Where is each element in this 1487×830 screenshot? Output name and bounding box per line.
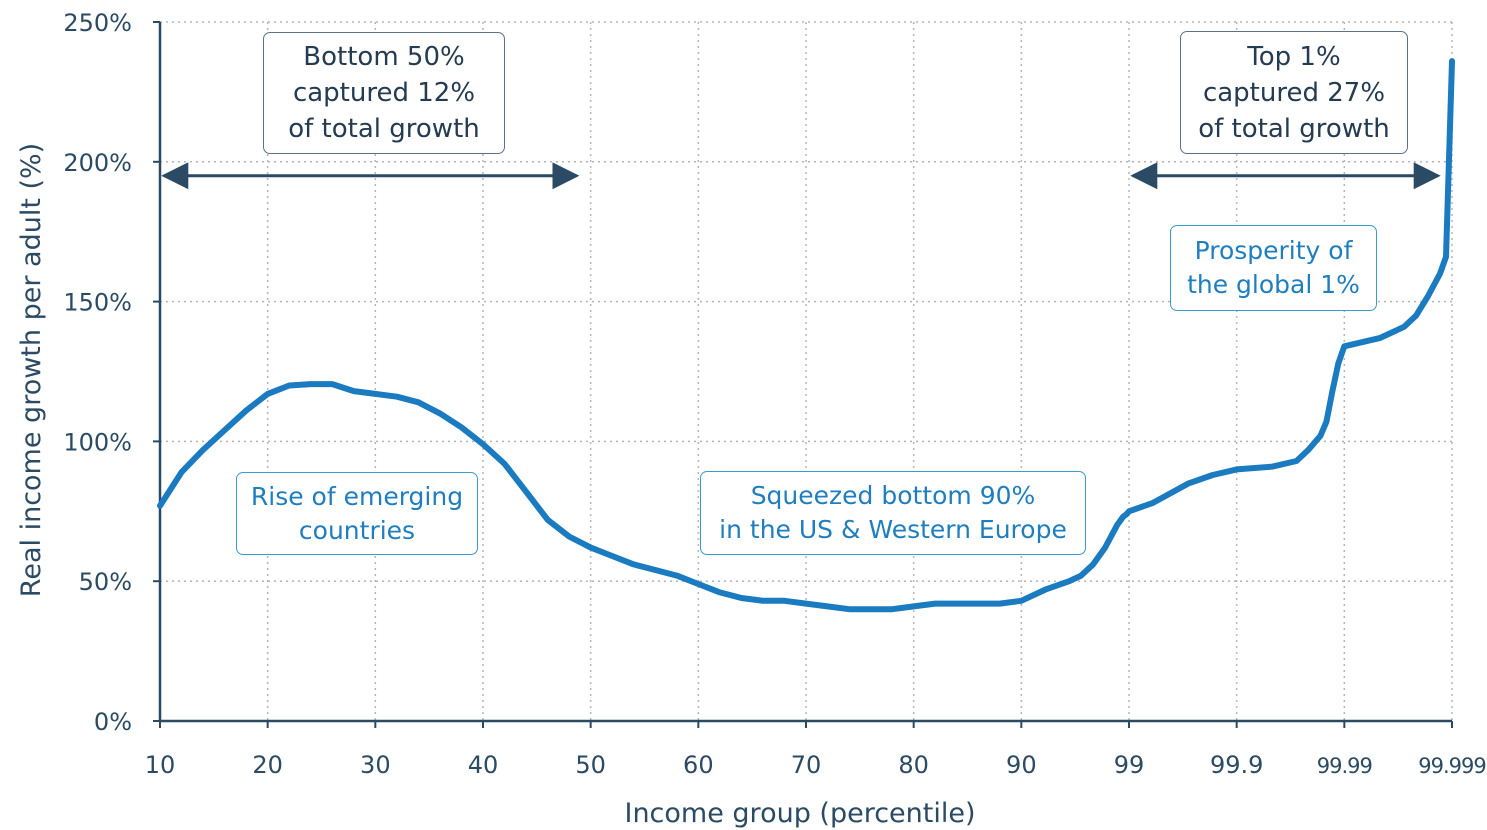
x-tick-label: 50 [575, 751, 606, 779]
x-tick-label: 99.9 [1210, 751, 1263, 779]
annotation-prosperity: Prosperity of the global 1% [1170, 225, 1377, 311]
x-tick-label: 70 [791, 751, 822, 779]
tick-labels: 0% 50% 100% 150% 200% 250% 10 20 30 40 50 60 70 80 90 9… [63, 9, 1486, 779]
x-tick-label: 10 [145, 751, 176, 779]
y-tick-label: 250% [63, 9, 132, 37]
y-tick-label: 150% [63, 289, 132, 317]
annotation-bottom-50: Bottom 50% captured 12% of total growth [263, 32, 505, 154]
annotation-bottom-50-text: Bottom 50% captured 12% of total growth [288, 42, 480, 144]
y-tick-label: 50% [79, 568, 132, 596]
x-tick-label: 40 [468, 751, 499, 779]
x-tick-label: 30 [360, 751, 391, 779]
series-lines [157, 58, 1455, 613]
annotation-emerging-text: Rise of emerging countries [250, 481, 464, 545]
x-tick-label: 99.99 [1317, 754, 1372, 778]
x-tick-label: 20 [252, 751, 283, 779]
axes [153, 21, 1453, 728]
x-tick-label: 80 [898, 751, 929, 779]
x-tick-label: 90 [1006, 751, 1037, 779]
annotation-emerging: Rise of emerging countries [236, 472, 478, 555]
x-axis-title: Income group (percentile) [624, 798, 975, 829]
annotation-squeezed-text: Squeezed bottom 90% in the US & Western … [719, 481, 1067, 544]
annotation-top-1-text: Top 1% captured 27% of total growth [1198, 41, 1390, 144]
y-axis-title: Real income growth per adult (%) [16, 143, 47, 597]
series-line [157, 58, 1455, 613]
x-tick-label: 99.999 [1418, 754, 1485, 778]
x-tick-label: 60 [683, 751, 714, 779]
y-tick-label: 0% [94, 708, 132, 736]
annotation-prosperity-text: Prosperity of the global 1% [1187, 236, 1360, 299]
annotation-top-1: Top 1% captured 27% of total growth [1180, 31, 1408, 154]
y-tick-label: 200% [63, 149, 132, 177]
x-tick-label: 99 [1114, 751, 1145, 779]
annotation-squeezed: Squeezed bottom 90% in the US & Western … [700, 471, 1086, 555]
y-tick-label: 100% [63, 428, 132, 456]
